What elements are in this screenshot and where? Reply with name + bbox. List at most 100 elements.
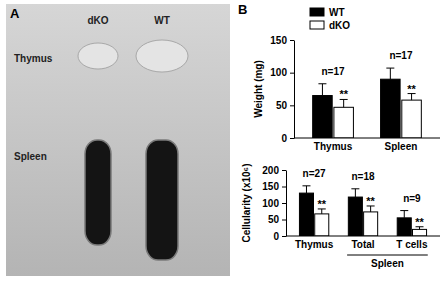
panel-a: AdKO WT Thymus Spleen [6, 4, 230, 276]
axis-title: Cellularity (x10⁶) [241, 163, 252, 242]
group-label: n=9 [403, 193, 421, 204]
tick: 100 [262, 198, 286, 209]
bar [315, 214, 329, 236]
group-label: n=18 [351, 171, 375, 182]
tick-label: 50 [276, 100, 288, 111]
error-cap [302, 185, 310, 186]
tick: T cells [396, 236, 428, 250]
significance: ** [317, 198, 326, 210]
axis-line [294, 41, 295, 139]
figure: AdKO WT Thymus Spleen B ** ** n=17 n=17 0 50 100 150… [0, 0, 448, 281]
tick: Thymus [295, 236, 334, 250]
column-label: WT [154, 15, 170, 26]
axis-line [286, 236, 440, 237]
panel-letter: B [238, 2, 247, 17]
legend-swatch [310, 21, 324, 29]
error-bar [340, 99, 348, 107]
error-cap [351, 188, 359, 189]
group-label: n=27 [303, 168, 327, 179]
axis-line [294, 138, 440, 139]
tick-label: Spleen [385, 141, 418, 152]
plot-marks [299, 186, 426, 236]
plot-marks [313, 68, 422, 138]
error-bar [302, 186, 310, 193]
bar [313, 96, 333, 138]
photo-background [6, 4, 230, 276]
bar [381, 79, 401, 138]
significance: ** [339, 88, 348, 100]
tick-label: Thymus [295, 239, 334, 250]
tick-mark [290, 40, 294, 41]
tick: 0 [281, 133, 294, 144]
row-label: Spleen [14, 151, 47, 162]
row-label: Thymus [14, 53, 53, 64]
tick: Thymus [314, 138, 353, 152]
tick-label: Total [351, 239, 374, 250]
tick-label: 0 [281, 133, 287, 144]
group-label: n=17 [389, 50, 413, 61]
error-whisker [390, 68, 391, 79]
significance: ** [407, 83, 416, 95]
tick: Spleen [385, 138, 418, 152]
tick-label: 50 [268, 214, 280, 225]
tick-label: 200 [262, 165, 279, 176]
tick-label: 100 [262, 198, 279, 209]
x-axis: Thymus Spleen [294, 138, 440, 152]
y-axis: 0 50 100 150 [270, 35, 294, 144]
bar [364, 212, 378, 236]
tick: 50 [276, 100, 294, 111]
bar [402, 100, 422, 138]
category-group-label: Spleen [371, 258, 404, 269]
tick-label: 100 [270, 67, 287, 78]
error-bar [400, 211, 408, 218]
tick-label: T cells [396, 239, 428, 250]
tick-mark [290, 73, 294, 74]
bar [413, 229, 427, 236]
chart: ** ** n=17 n=17 0 50 100 150 Weight (mg) Thymus Sp… [253, 7, 440, 152]
panel-letter: A [10, 6, 20, 21]
tick: 50 [268, 214, 286, 225]
error-whisker [404, 211, 405, 218]
error-cap [400, 210, 408, 211]
group-bracket [347, 255, 428, 256]
error-whisker [322, 84, 323, 96]
bar [397, 218, 411, 236]
tick: 200 [262, 165, 286, 176]
tick: 100 [270, 67, 294, 78]
bar [334, 107, 354, 138]
chart: ******n=27n=18n=9050100150200Cellularity… [241, 163, 440, 269]
tick-mark [282, 203, 286, 204]
bar [348, 197, 362, 236]
axis-line [286, 171, 287, 237]
error-whisker [306, 186, 307, 193]
tick-mark [282, 236, 286, 237]
error-whisker [343, 99, 344, 107]
tick-label: 0 [273, 231, 279, 242]
x-axis: Thymus Total T cells [286, 236, 440, 250]
legend: WT dKO [310, 7, 350, 31]
tick-mark [282, 220, 286, 221]
bar [299, 193, 313, 236]
error-cap [386, 68, 394, 69]
axis-title: Weight (mg) [253, 60, 264, 118]
tick: 150 [262, 181, 286, 192]
column-label: dKO [87, 15, 108, 26]
spleen-organ [146, 140, 178, 260]
thymus-organ [136, 40, 188, 72]
tick: Total [351, 236, 374, 250]
error-whisker [355, 189, 356, 197]
error-bar [351, 189, 359, 197]
tick-mark [282, 170, 286, 171]
thymus-organ [78, 43, 118, 69]
significance: ** [366, 195, 375, 207]
y-axis: 0 50 100 150 200 [262, 165, 286, 242]
tick-label: Thymus [314, 141, 353, 152]
group-label: n=17 [322, 66, 346, 77]
tick: 150 [270, 35, 294, 46]
tick-mark [282, 187, 286, 188]
legend-label: dKO [329, 20, 350, 31]
tick-label: 150 [270, 35, 287, 46]
error-bar [386, 68, 394, 79]
tick-mark [290, 105, 294, 106]
legend-label: WT [329, 7, 345, 18]
